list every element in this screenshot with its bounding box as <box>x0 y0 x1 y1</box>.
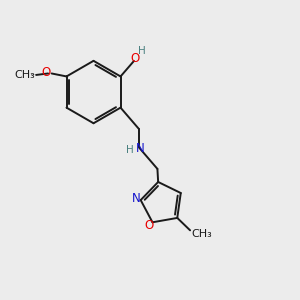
Text: CH₃: CH₃ <box>192 229 212 239</box>
Text: methoxy: methoxy <box>31 74 37 75</box>
Text: H: H <box>126 145 134 155</box>
Text: O: O <box>130 52 140 65</box>
Text: CH₃: CH₃ <box>14 70 35 80</box>
Text: O: O <box>41 66 50 80</box>
Text: O: O <box>144 219 154 232</box>
Text: N: N <box>132 192 141 205</box>
Text: N: N <box>136 142 145 155</box>
Text: H: H <box>138 46 146 56</box>
